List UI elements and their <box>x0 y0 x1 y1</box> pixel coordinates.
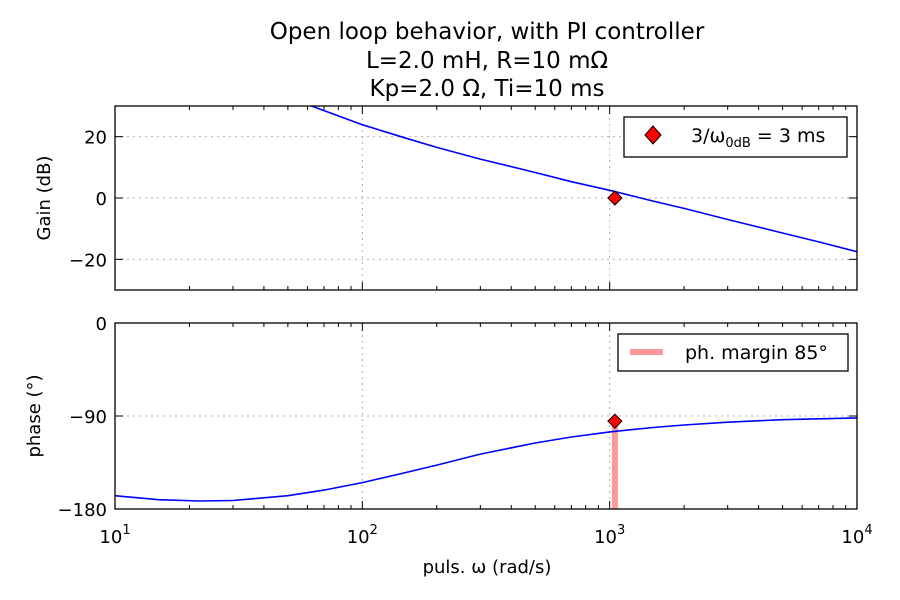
gain-y-tick-label: 0 <box>96 189 107 210</box>
gain-y-tick-label: −20 <box>69 250 107 271</box>
phase-y-tick-label: −90 <box>69 407 107 428</box>
title-line-2: L=2.0 mH, R=10 mΩ <box>366 48 608 74</box>
gain-y-ticks: 20 0 −20 <box>69 106 858 290</box>
phase-y-label: phase (°) <box>24 374 45 457</box>
phase-series-line <box>115 417 857 502</box>
phase-y-tick-label: 0 <box>96 314 107 335</box>
gain-crossover-marker <box>607 190 623 206</box>
x-axis-label: puls. ω (rad/s) <box>423 557 552 578</box>
gain-y-label: Gain (dB) <box>34 156 55 241</box>
gain-plot: 20 0 −20 Gain (dB) 3/ω0dB = 3 ms <box>34 105 858 291</box>
phase-y-tick-label: −180 <box>58 500 107 521</box>
phase-legend-label: ph. margin 85° <box>685 342 828 364</box>
phase-curve-group <box>115 417 857 502</box>
phase-markers <box>607 413 623 429</box>
phase-y-ticks: 0 −90 −180 <box>58 314 858 521</box>
gain-legend-box <box>623 116 848 158</box>
gain-legend-label: 3/ω0dB = 3 ms <box>691 125 825 151</box>
phase-crossover-marker <box>607 413 623 429</box>
title-line-3: Kp=2.0 Ω, Ti=10 ms <box>369 76 604 102</box>
x-tick-label: 101 <box>99 523 130 548</box>
x-tick-label: 103 <box>594 523 625 548</box>
figure-title: Open loop behavior, with PI controller L… <box>270 19 705 102</box>
phase-plot: 0 −90 −180 101 102 103 104 phase (°) puls. ω … <box>24 314 873 578</box>
gain-y-tick-label: 20 <box>84 128 107 149</box>
gain-legend: 3/ω0dB = 3 ms <box>623 116 848 158</box>
x-tick-label: 104 <box>841 523 872 548</box>
gain-legend-marker <box>644 125 662 145</box>
phase-legend: ph. margin 85° <box>617 333 849 372</box>
title-line-1: Open loop behavior, with PI controller <box>270 19 705 45</box>
gain-series-line <box>309 106 857 253</box>
x-tick-labels: 101 102 103 104 <box>99 523 872 548</box>
gain-curve-group <box>309 106 857 253</box>
gain-markers <box>607 190 623 206</box>
x-tick-label: 102 <box>347 523 378 548</box>
